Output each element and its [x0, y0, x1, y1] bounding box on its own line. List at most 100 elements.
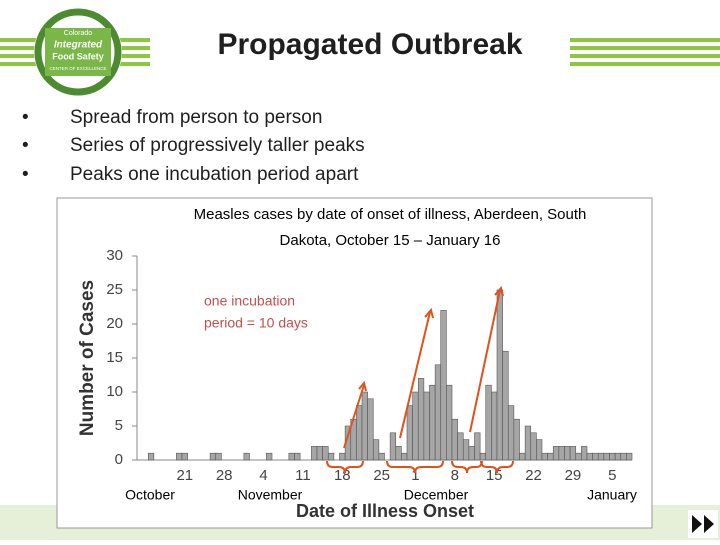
bar — [519, 452, 526, 461]
logo-text: Food Safety — [52, 51, 104, 61]
annotation: period = 10 days — [204, 315, 308, 331]
bar — [339, 452, 346, 461]
bar — [147, 452, 155, 461]
bar — [412, 391, 419, 461]
bar — [316, 446, 323, 461]
bar — [311, 446, 318, 461]
bar — [524, 425, 532, 461]
bar — [389, 432, 397, 461]
bar — [406, 405, 413, 461]
bar — [401, 452, 408, 461]
nav-button[interactable] — [688, 510, 718, 538]
bar — [592, 452, 599, 461]
x-tick-label: 1 — [411, 467, 419, 484]
bar — [603, 452, 610, 461]
bar — [429, 384, 436, 461]
bar — [462, 439, 470, 461]
x-axis-label: Date of Illness Onset — [296, 501, 474, 521]
bar — [586, 452, 593, 461]
bar — [496, 289, 503, 461]
y-tick-label: 5 — [115, 417, 123, 434]
x-tick-label: 25 — [373, 467, 390, 484]
x-tick-label: 29 — [565, 467, 582, 484]
bullet-dot: • — [22, 135, 29, 156]
bar — [502, 350, 509, 461]
logo-text: Integrated — [54, 40, 103, 51]
bar — [417, 378, 425, 461]
bar — [569, 446, 577, 461]
bar — [597, 452, 605, 461]
bar — [378, 452, 385, 461]
bar — [457, 432, 464, 461]
bar — [530, 432, 537, 461]
bar — [322, 446, 329, 461]
bar — [485, 384, 492, 461]
month-label: January — [587, 487, 637, 503]
x-tick-label: 5 — [608, 467, 616, 484]
month-label: November — [238, 487, 303, 503]
bullet-dot: • — [22, 107, 29, 128]
bar — [451, 418, 458, 461]
bar — [614, 452, 622, 461]
bullet-dot: • — [22, 164, 29, 185]
bar — [491, 391, 498, 461]
bullet: Peaks one incubation period apart — [70, 164, 359, 185]
chart-title: Measles cases by date of onset of illnes… — [194, 206, 587, 223]
bar — [468, 446, 475, 461]
bar — [176, 452, 183, 461]
bar — [243, 452, 250, 461]
x-tick-label: 4 — [259, 467, 267, 484]
y-tick-label: 10 — [106, 383, 123, 400]
annotation: one incubation — [204, 293, 295, 309]
bar — [434, 364, 442, 461]
bar — [474, 432, 481, 461]
incubation-arrows — [326, 285, 514, 474]
bar — [479, 452, 487, 461]
month-label: December — [404, 487, 469, 503]
bar — [215, 452, 222, 461]
slide-title: Propagated Outbreak — [217, 28, 522, 61]
bar — [294, 452, 301, 461]
chart-frame — [56, 197, 653, 529]
month-label: October — [125, 487, 175, 503]
bar — [361, 391, 368, 461]
x-tick-label: 11 — [295, 467, 311, 484]
bar — [513, 418, 520, 461]
y-tick-label: 25 — [106, 281, 123, 298]
bullet: Spread from person to person — [70, 107, 322, 128]
x-tick-label: 22 — [525, 467, 542, 484]
y-tick-label: 15 — [106, 349, 123, 366]
bar — [423, 391, 430, 461]
bar — [446, 384, 453, 461]
bar — [541, 452, 548, 461]
bar — [609, 452, 616, 461]
x-tick-label: 15 — [486, 467, 503, 484]
bar — [288, 452, 295, 461]
x-tick-label: 8 — [451, 467, 459, 484]
bar — [181, 452, 188, 461]
bar — [626, 452, 633, 461]
chart-title: Dakota, October 15 – January 16 — [280, 232, 501, 249]
bar — [620, 452, 627, 461]
x-tick-label: 28 — [216, 467, 233, 484]
bar — [372, 439, 380, 461]
x-tick-label: 18 — [334, 467, 351, 484]
bar — [395, 446, 402, 461]
bar — [536, 439, 543, 461]
y-tick-label: 30 — [106, 247, 123, 264]
y-tick-label: 20 — [106, 315, 123, 332]
bullet: Series of progressively taller peaks — [70, 135, 365, 156]
bar — [327, 452, 335, 461]
bar — [367, 398, 374, 461]
y-tick-label: 0 — [115, 451, 123, 468]
bar — [581, 446, 588, 461]
y-axis-label: Number of Cases — [77, 280, 98, 436]
logo: Colorado Integrated Food Safety CENTER O… — [34, 8, 122, 96]
bar — [266, 452, 273, 461]
bar — [558, 446, 565, 461]
bar — [440, 310, 447, 461]
bar — [356, 405, 363, 461]
bar — [575, 452, 582, 461]
